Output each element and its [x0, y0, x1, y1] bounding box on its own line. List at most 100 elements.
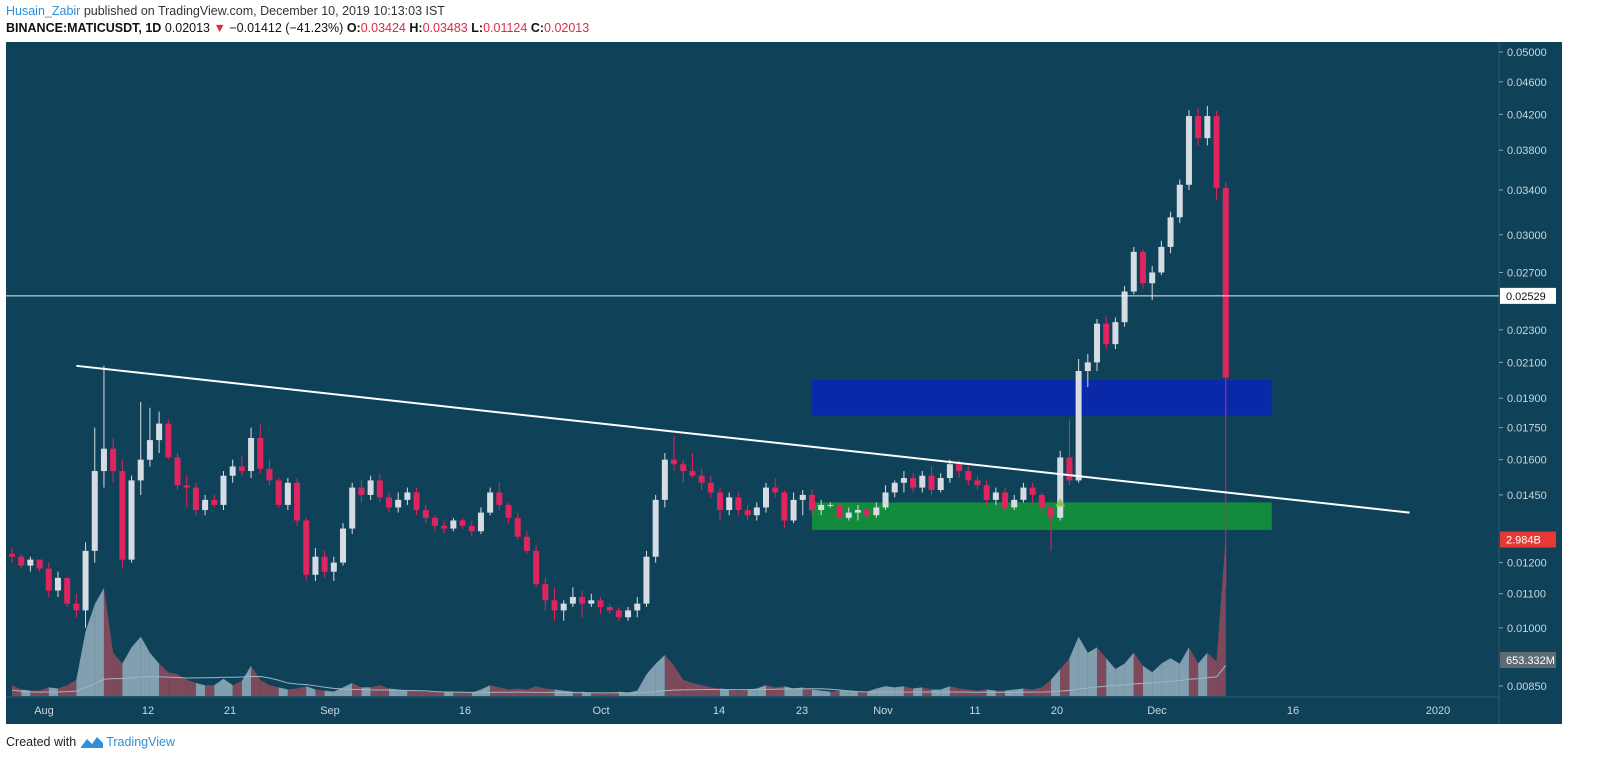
candle-body: [689, 471, 696, 476]
date-tick-label: 11: [969, 705, 980, 717]
candle: [533, 545, 540, 588]
candle: [965, 466, 972, 486]
resistance-zone: [811, 379, 1272, 416]
candle-body: [1121, 291, 1128, 323]
price-tick-label: 0.04600: [1507, 77, 1547, 89]
candle-body: [1011, 499, 1018, 508]
tradingview-brand-link[interactable]: TradingView: [106, 735, 175, 749]
down-arrow-icon: ▼: [213, 21, 226, 35]
candle-body: [974, 480, 981, 486]
volume-segment: [646, 663, 656, 696]
date-tick-label: 23: [796, 705, 808, 717]
candle-body: [1038, 494, 1045, 508]
volume-segment: [674, 665, 684, 696]
candle: [91, 427, 98, 563]
candle: [468, 520, 475, 537]
candle: [450, 517, 457, 532]
candle-body: [652, 499, 659, 557]
candle-body: [128, 480, 135, 560]
volume-segment: [131, 636, 141, 696]
volume-segment: [1152, 663, 1162, 696]
author-link[interactable]: Husain_Zabir: [6, 4, 81, 18]
candle: [505, 502, 512, 524]
candle-body: [257, 437, 264, 469]
candle: [1158, 240, 1165, 276]
volume-segment: [490, 685, 500, 696]
volume-segment: [931, 689, 941, 696]
candle: [726, 492, 733, 516]
volume-segment: [949, 686, 960, 696]
date-tick-label: Nov: [873, 705, 893, 717]
price-tick-label: 0.03800: [1507, 145, 1547, 157]
volume-segment: [232, 680, 242, 696]
horizontal-line-price-tag: 0.02529: [1500, 287, 1556, 304]
candle: [220, 471, 227, 511]
volume-segment: [1069, 636, 1079, 696]
candle: [1204, 105, 1211, 146]
volume-segment: [765, 685, 776, 696]
volume-segment: [793, 687, 803, 696]
candle: [487, 487, 494, 516]
candle: [1149, 265, 1156, 301]
candle-body: [882, 492, 889, 508]
candle-body: [9, 553, 15, 557]
price-tick-label: 0.04200: [1507, 109, 1547, 121]
volume-segment: [591, 692, 601, 696]
volume-segment: [278, 687, 288, 696]
price-axis[interactable]: [1499, 42, 1562, 724]
volume-segment: [149, 652, 160, 696]
candle: [36, 559, 43, 572]
volume-segment: [655, 654, 665, 696]
volume-segment: [977, 689, 987, 696]
candle-body: [744, 510, 751, 516]
candle: [1222, 181, 1229, 587]
candle-body: [496, 492, 503, 505]
candle: [202, 494, 209, 516]
candle-body: [450, 520, 457, 529]
volume-segment: [499, 687, 509, 696]
price-tick-label: 0.00850: [1507, 681, 1547, 693]
candle-body: [1222, 187, 1229, 378]
candle-body: [220, 475, 227, 505]
candle: [717, 487, 724, 521]
open-value: 0.03424: [360, 21, 406, 35]
volume-segment: [195, 683, 206, 696]
price-tick-label: 0.01450: [1507, 490, 1547, 502]
candle: [1084, 353, 1091, 388]
candle-body: [836, 504, 843, 518]
candle-body: [441, 525, 448, 529]
candle-body: [992, 492, 999, 500]
candle-body: [100, 448, 107, 472]
candle: [882, 485, 889, 511]
candle-body: [615, 610, 622, 618]
volume-segment: [729, 689, 739, 696]
volume-value-tag-box: [1500, 531, 1556, 548]
candle: [1185, 110, 1192, 190]
candle-body: [192, 487, 199, 511]
candle: [836, 502, 843, 521]
candle: [413, 487, 420, 516]
candle: [1195, 107, 1202, 146]
candle: [349, 482, 356, 534]
volume-segment: [710, 687, 721, 696]
candle: [395, 492, 402, 513]
candle: [174, 453, 181, 491]
volume-segment: [637, 674, 647, 696]
candle-body: [229, 466, 236, 476]
candle: [799, 490, 806, 516]
candle: [1011, 494, 1018, 511]
candle-body: [1139, 251, 1146, 284]
candle: [385, 492, 392, 513]
candle-body: [119, 471, 126, 560]
candle: [376, 473, 383, 503]
price-tick-label: 0.03000: [1507, 230, 1547, 242]
volume-segment: [287, 688, 298, 696]
price-chart[interactable]: 0.05000 0.04600 0.04200 0.03800 0.03400 0.030…: [0, 40, 1616, 726]
candle: [910, 473, 917, 493]
volume-ma-line: [11, 665, 1227, 694]
volume-layer: [11, 536, 1227, 696]
candle-layer: [9, 105, 1229, 628]
candle-body: [864, 510, 871, 516]
volume-segment: [94, 588, 104, 696]
volume-segment: [416, 690, 426, 696]
